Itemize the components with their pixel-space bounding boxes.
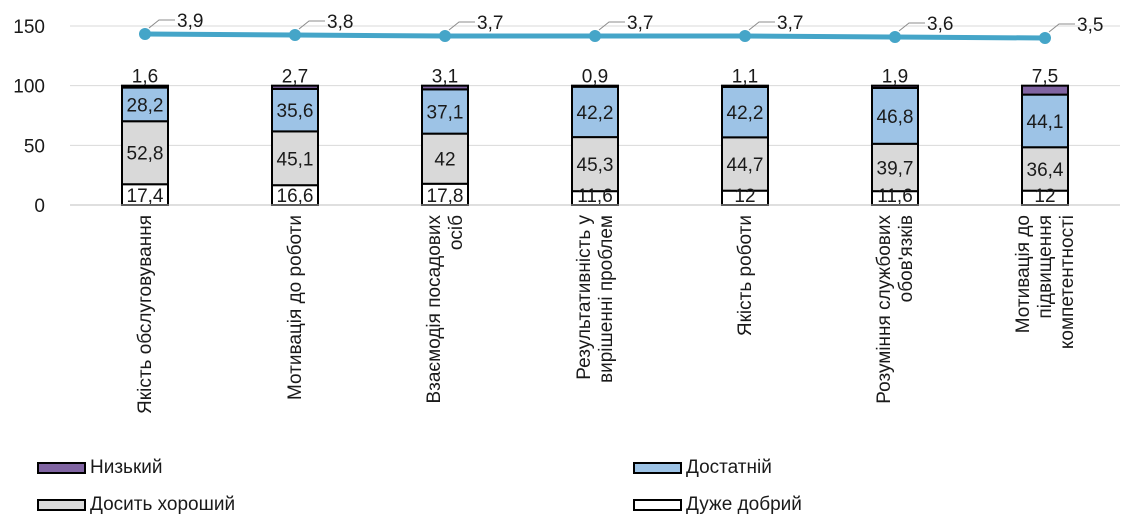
line-data-label: 3,6 — [927, 14, 953, 35]
line-data-label: 3,9 — [177, 11, 203, 32]
line-label-leader — [298, 20, 325, 30]
data-label: 42 — [434, 150, 455, 171]
data-label: 42,2 — [577, 103, 614, 124]
data-label: 45,1 — [277, 149, 314, 170]
bar-segment — [871, 84, 919, 89]
data-label: 52,8 — [127, 144, 164, 165]
line-label-leader — [448, 21, 475, 31]
line-data-label: 3,5 — [1077, 15, 1103, 36]
bar-segment — [1021, 84, 1069, 96]
category-label: Мотивація до роботи — [285, 215, 306, 400]
line-label-leader — [898, 22, 925, 32]
legend-swatch-sufficient — [633, 462, 682, 474]
line-point — [739, 30, 751, 42]
data-label: 17,8 — [427, 186, 464, 207]
bar-segment — [421, 132, 469, 185]
legend-label-sufficient: Достатній — [686, 457, 772, 478]
line-data-label: 3,7 — [777, 13, 803, 34]
data-label: 1,1 — [732, 67, 758, 88]
data-label: 46,8 — [877, 107, 914, 128]
legend-item-sufficient: Достатній — [633, 457, 772, 479]
data-label: 39,7 — [877, 158, 914, 179]
data-label: 1,9 — [882, 67, 908, 88]
bar-segment — [121, 120, 169, 186]
bar-segment — [1021, 93, 1069, 149]
data-label: 42,2 — [727, 103, 764, 124]
line-data-label: 3,7 — [627, 13, 653, 34]
data-label: 11,6 — [577, 186, 613, 207]
data-label: 44,1 — [1027, 112, 1064, 133]
line-point — [139, 28, 151, 40]
bar-segment — [121, 86, 169, 123]
category-label: Якість обслуговування — [135, 215, 156, 414]
bar-segment — [271, 84, 319, 90]
line-point — [439, 30, 451, 42]
data-label: 16,6 — [277, 186, 314, 207]
line-label-leader — [148, 19, 175, 29]
line-label-leader — [1048, 23, 1075, 33]
data-label: 12 — [734, 186, 755, 207]
legend-label-low: Низький — [90, 457, 163, 478]
bar-segment — [121, 84, 169, 89]
data-label: 1,6 — [132, 67, 158, 88]
category-label: підвищення — [1035, 215, 1056, 319]
line-label-leader — [748, 21, 775, 31]
bar-segment — [421, 88, 469, 135]
bar-segment — [721, 84, 769, 88]
category-label: обов'язків — [896, 215, 917, 302]
legend-swatch-quite-good — [37, 499, 86, 511]
data-label: 45,3 — [577, 155, 614, 176]
bar-segment — [271, 87, 319, 133]
category-label: Взаємодія посадових — [424, 215, 445, 404]
category-label: Якість роботи — [735, 215, 756, 336]
data-label: 17,4 — [127, 186, 164, 207]
data-label: 0,9 — [582, 67, 608, 88]
legend-item-low: Низький — [37, 457, 162, 479]
line-point — [1039, 32, 1051, 44]
y-tick-label: 0 — [34, 196, 45, 217]
bar-segment — [571, 85, 619, 139]
y-tick-label: 150 — [13, 17, 45, 38]
data-label: 44,7 — [727, 155, 764, 176]
category-label: Мотивація до — [1013, 215, 1034, 333]
data-label: 3,1 — [432, 67, 458, 88]
bar-segment — [421, 84, 469, 91]
legend-label-very-good: Дуже добрий — [686, 494, 802, 515]
data-label: 36,4 — [1027, 160, 1064, 181]
legend-swatch-very-good — [633, 499, 682, 511]
data-label: 28,2 — [127, 95, 164, 116]
bar-segment — [721, 85, 769, 139]
bar-segment — [571, 84, 619, 88]
legend-label-quite-good: Досить хороший — [90, 494, 236, 515]
data-label: 12 — [1034, 186, 1055, 207]
data-label: 2,7 — [282, 67, 308, 88]
data-label: 11,6 — [877, 186, 913, 207]
data-label: 37,1 — [427, 103, 464, 124]
category-label: осіб — [446, 215, 467, 250]
data-label: 7,5 — [1032, 67, 1058, 88]
legend-item-very-good: Дуже добрий — [633, 494, 802, 516]
legend-item-quite-good: Досить хороший — [37, 494, 235, 516]
category-label: Результативність у — [574, 215, 595, 380]
line-data-label: 3,7 — [477, 13, 503, 34]
y-tick-label: 50 — [24, 136, 45, 157]
y-tick-label: 100 — [13, 77, 45, 98]
bar-segment — [871, 142, 919, 193]
category-label: компетентності — [1057, 215, 1078, 349]
data-label: 35,6 — [277, 101, 314, 122]
category-label: Розуміння службових — [874, 215, 895, 404]
line-point — [889, 31, 901, 43]
bar-segment — [871, 86, 919, 145]
bar-segment — [571, 136, 619, 193]
legend-swatch-low — [37, 462, 86, 474]
line-label-leader — [598, 21, 625, 31]
line-data-label: 3,8 — [327, 12, 353, 33]
line-point — [589, 30, 601, 42]
line-point — [289, 29, 301, 41]
category-label: вирішенні проблем — [596, 215, 617, 383]
